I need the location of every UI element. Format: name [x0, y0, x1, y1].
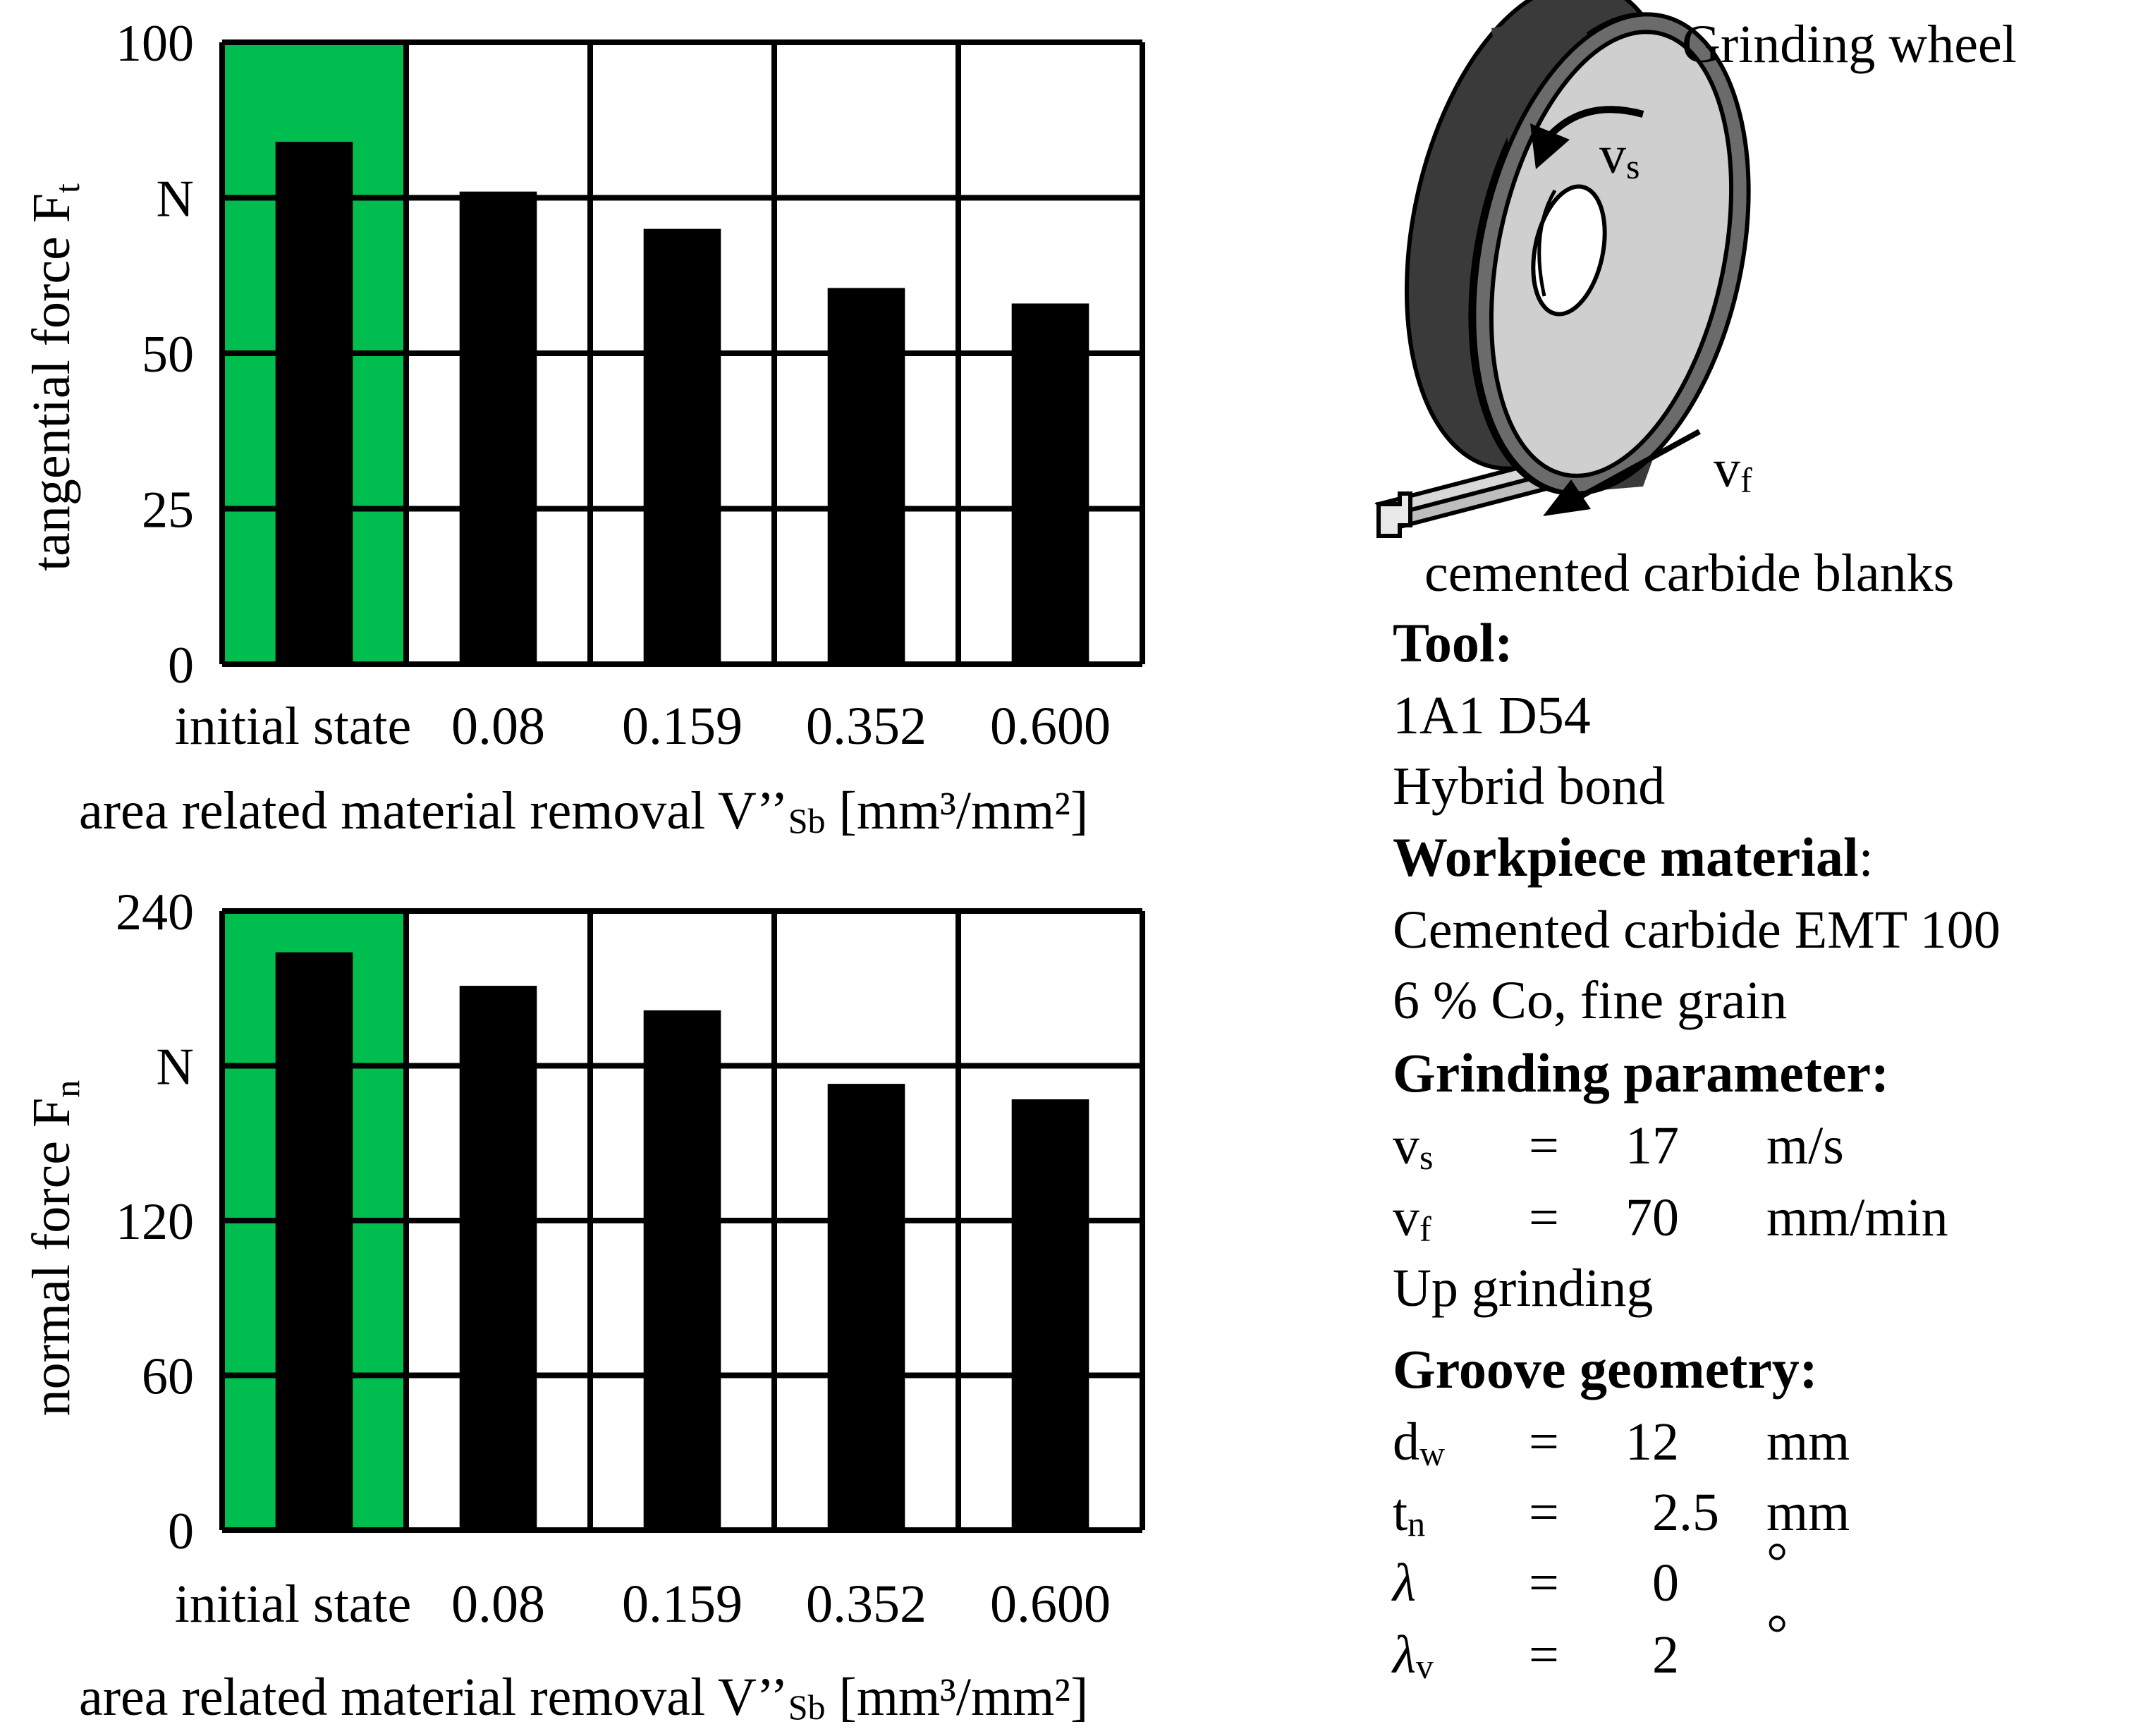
grinding-setup-diagram: vs vf Grinding wheel cemented carbide bl… — [1374, 0, 2017, 603]
normal-force-category-label-2: 0.159 — [622, 1575, 743, 1634]
tangential-force-chart: 0 25 50 N 100 initial state 0.08 0.159 0.352 0.60… — [116, 15, 1145, 756]
normal-force-bar-4 — [1011, 1099, 1089, 1530]
svg-text:2: 2 — [1652, 1625, 1679, 1685]
tangential-force-category-label-2: 0.159 — [622, 697, 743, 756]
groove-param-dw: dw = 12 mm — [1393, 1412, 1850, 1473]
tangential-force-bar-2 — [643, 228, 721, 665]
svg-text:mm: mm — [1766, 1483, 1850, 1542]
tangential-force-y-tick-3: N — [157, 171, 194, 228]
normal-force-category-label-1: 0.08 — [451, 1575, 545, 1634]
svg-text:=: = — [1529, 1625, 1559, 1685]
svg-text:=: = — [1529, 1412, 1559, 1472]
tangential-force-y-tick-4: 100 — [116, 15, 194, 73]
tangential-force-y-tick-2: 50 — [142, 326, 194, 384]
groove-param-tn: tn = 2.5 mm — [1393, 1483, 1850, 1544]
normal-force-y-tick-1: 60 — [142, 1348, 194, 1406]
grinding-heading: Grinding parameter: — [1393, 1042, 1889, 1104]
normal-force-category-label-0: initial state — [175, 1575, 412, 1634]
blank-label: cemented carbide blanks — [1424, 544, 1954, 603]
normal-force-y-tick-3: N — [157, 1039, 194, 1096]
svg-text:17: 17 — [1625, 1116, 1679, 1175]
svg-text:70: 70 — [1625, 1188, 1679, 1247]
vs-label: vs — [1599, 126, 1640, 186]
normal-force-bar-1 — [459, 986, 537, 1530]
tangential-force-y-tick-1: 25 — [142, 482, 194, 539]
grinding-mode: Up grinding — [1393, 1259, 1653, 1318]
svg-text:°: ° — [1766, 1532, 1788, 1591]
normal-force-chart: 0 60 120 N 240 initial state 0.08 0.159 0.352 0.6… — [116, 884, 1145, 1634]
normal-force-x-axis-title: area related material removal V’’Sb [mm³… — [79, 1668, 1088, 1727]
svg-text:=: = — [1529, 1553, 1559, 1613]
normal-force-y-tick-4: 240 — [116, 884, 194, 941]
normal-force-axis-title: normal force Fn — [22, 1080, 87, 1417]
vf-feed-arrow — [1543, 429, 1701, 516]
tool-line-1: 1A1 D54 — [1393, 686, 1591, 745]
normal-force-category-label-4: 0.600 — [990, 1575, 1111, 1634]
svg-text:λ: λ — [1391, 1553, 1416, 1613]
svg-text:=: = — [1529, 1483, 1559, 1542]
tangential-force-bar-0 — [275, 142, 353, 664]
tool-line-2: Hybrid bond — [1393, 757, 1665, 816]
tangential-force-bar-4 — [1011, 303, 1089, 664]
svg-text:0: 0 — [1652, 1553, 1679, 1613]
normal-force-y-tick-0: 0 — [168, 1503, 194, 1560]
svg-text:12: 12 — [1625, 1412, 1679, 1472]
tangential-force-bar-1 — [459, 191, 537, 664]
svg-text:vf: vf — [1393, 1188, 1431, 1249]
svg-text:2.5: 2.5 — [1652, 1483, 1719, 1542]
svg-text:°: ° — [1766, 1604, 1788, 1663]
svg-text:dw: dw — [1393, 1412, 1445, 1473]
workpiece-line-1: Cemented carbide EMT 100 — [1393, 900, 2001, 960]
svg-text:=: = — [1529, 1188, 1559, 1247]
tangential-force-x-axis-title: area related material removal V’’Sb [mm³… — [79, 781, 1088, 841]
tangential-force-bar-3 — [827, 288, 905, 664]
tangential-force-y-tick-0: 0 — [168, 637, 194, 695]
grinding-param-vf: vf = 70 mm/min — [1393, 1188, 1948, 1249]
workpiece-heading: Workpiece material: — [1393, 826, 1874, 888]
normal-force-category-label-3: 0.352 — [806, 1575, 927, 1634]
svg-text:=: = — [1529, 1116, 1559, 1175]
parameters-panel: Tool: 1A1 D54 Hybrid bond Workpiece mate… — [1391, 612, 2001, 1686]
tangential-force-category-label-3: 0.352 — [806, 697, 927, 756]
tangential-force-axis-title: tangential force Ft — [22, 183, 87, 571]
tangential-force-category-label-0: initial state — [175, 697, 412, 756]
groove-heading: Groove geometry: — [1393, 1338, 1818, 1400]
svg-text:mm/min: mm/min — [1766, 1188, 1948, 1247]
svg-text:tn: tn — [1393, 1483, 1425, 1544]
svg-text:mm: mm — [1766, 1412, 1850, 1472]
normal-force-bar-2 — [643, 1010, 721, 1530]
normal-force-bar-3 — [827, 1084, 905, 1530]
workpiece-line-2: 6 % Co, fine grain — [1393, 971, 1787, 1030]
groove-param-lambda: λ = 0 ° — [1391, 1532, 1788, 1613]
groove-param-lambda-v: λv = 2 ° — [1391, 1604, 1788, 1686]
normal-force-bar-0 — [275, 952, 353, 1530]
svg-text:vs: vs — [1393, 1116, 1433, 1177]
grinding-wheel-label: Grinding wheel — [1682, 15, 2017, 74]
svg-text:m/s: m/s — [1766, 1116, 1844, 1175]
svg-text:λv: λv — [1391, 1625, 1434, 1686]
normal-force-y-tick-2: 120 — [116, 1193, 194, 1251]
tangential-force-category-label-4: 0.600 — [990, 697, 1111, 756]
vs-rotation-arrow — [1530, 106, 1644, 169]
tangential-force-category-label-1: 0.08 — [451, 697, 545, 756]
tool-heading: Tool: — [1393, 612, 1513, 673]
vf-label: vf — [1714, 439, 1752, 500]
grinding-param-vs: vs = 17 m/s — [1393, 1116, 1844, 1177]
